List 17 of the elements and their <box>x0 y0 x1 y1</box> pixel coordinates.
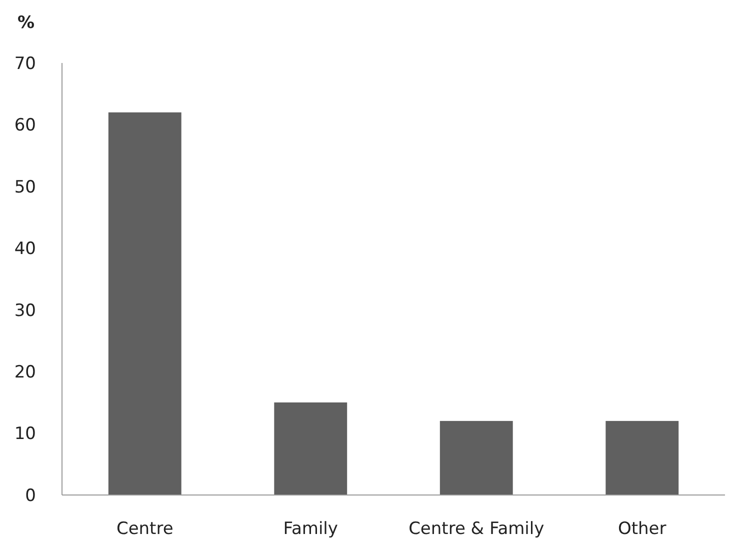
y-tick-label: 40 <box>14 239 36 260</box>
y-axis-title: % <box>17 13 35 33</box>
y-tick-label: 30 <box>14 300 36 321</box>
bar <box>108 112 182 495</box>
y-tick-label: 50 <box>14 177 36 198</box>
y-tick-label: 0 <box>25 486 36 506</box>
bar <box>274 402 348 495</box>
x-tick-label: Centre & Family <box>408 519 544 539</box>
y-tick-label: 60 <box>14 116 36 136</box>
x-tick-label: Centre <box>116 519 174 539</box>
y-tick-label: 10 <box>14 424 36 444</box>
x-tick-label: Family <box>283 519 338 539</box>
x-tick-label: Other <box>618 519 666 539</box>
y-tick-label: 20 <box>14 362 36 383</box>
y-tick-label: 70 <box>14 54 36 74</box>
bar <box>606 420 679 495</box>
bar <box>440 420 513 495</box>
